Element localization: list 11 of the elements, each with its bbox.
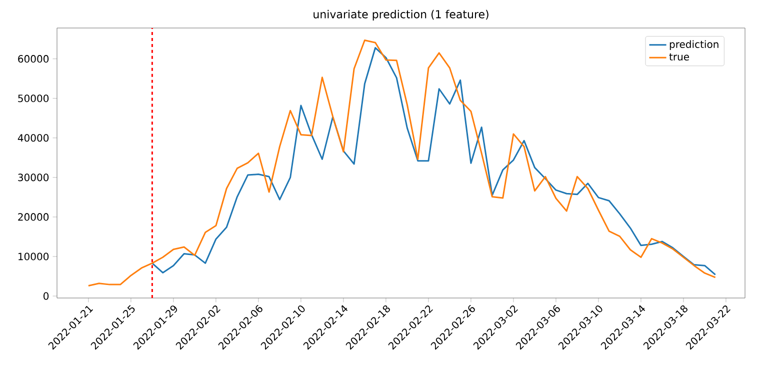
line-series <box>88 40 716 286</box>
legend-label: true <box>669 53 690 61</box>
y-tick-label: 10000 <box>18 252 49 260</box>
y-tick-label: 50000 <box>18 94 49 102</box>
y-tick-label: 30000 <box>18 174 49 182</box>
y-tick-label: 60000 <box>18 55 49 63</box>
y-tick-label: 20000 <box>18 213 49 221</box>
legend-label: prediction <box>670 40 718 50</box>
y-tick-label: 40000 <box>18 134 49 142</box>
chart-title: univariate prediction (1 feature) <box>314 10 488 20</box>
y-tick-label: 0 <box>44 292 49 300</box>
